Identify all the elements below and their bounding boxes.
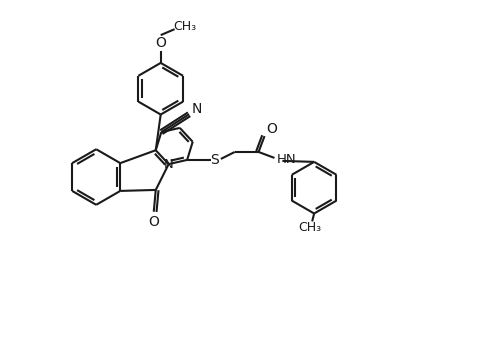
Text: HN: HN (276, 153, 296, 167)
Text: N: N (192, 102, 202, 116)
Text: CH₃: CH₃ (173, 20, 196, 33)
Text: O: O (266, 122, 277, 136)
Text: CH₃: CH₃ (298, 221, 322, 234)
Text: S: S (211, 153, 219, 167)
Text: O: O (148, 215, 159, 229)
Text: N: N (164, 157, 173, 171)
Text: O: O (155, 36, 166, 50)
